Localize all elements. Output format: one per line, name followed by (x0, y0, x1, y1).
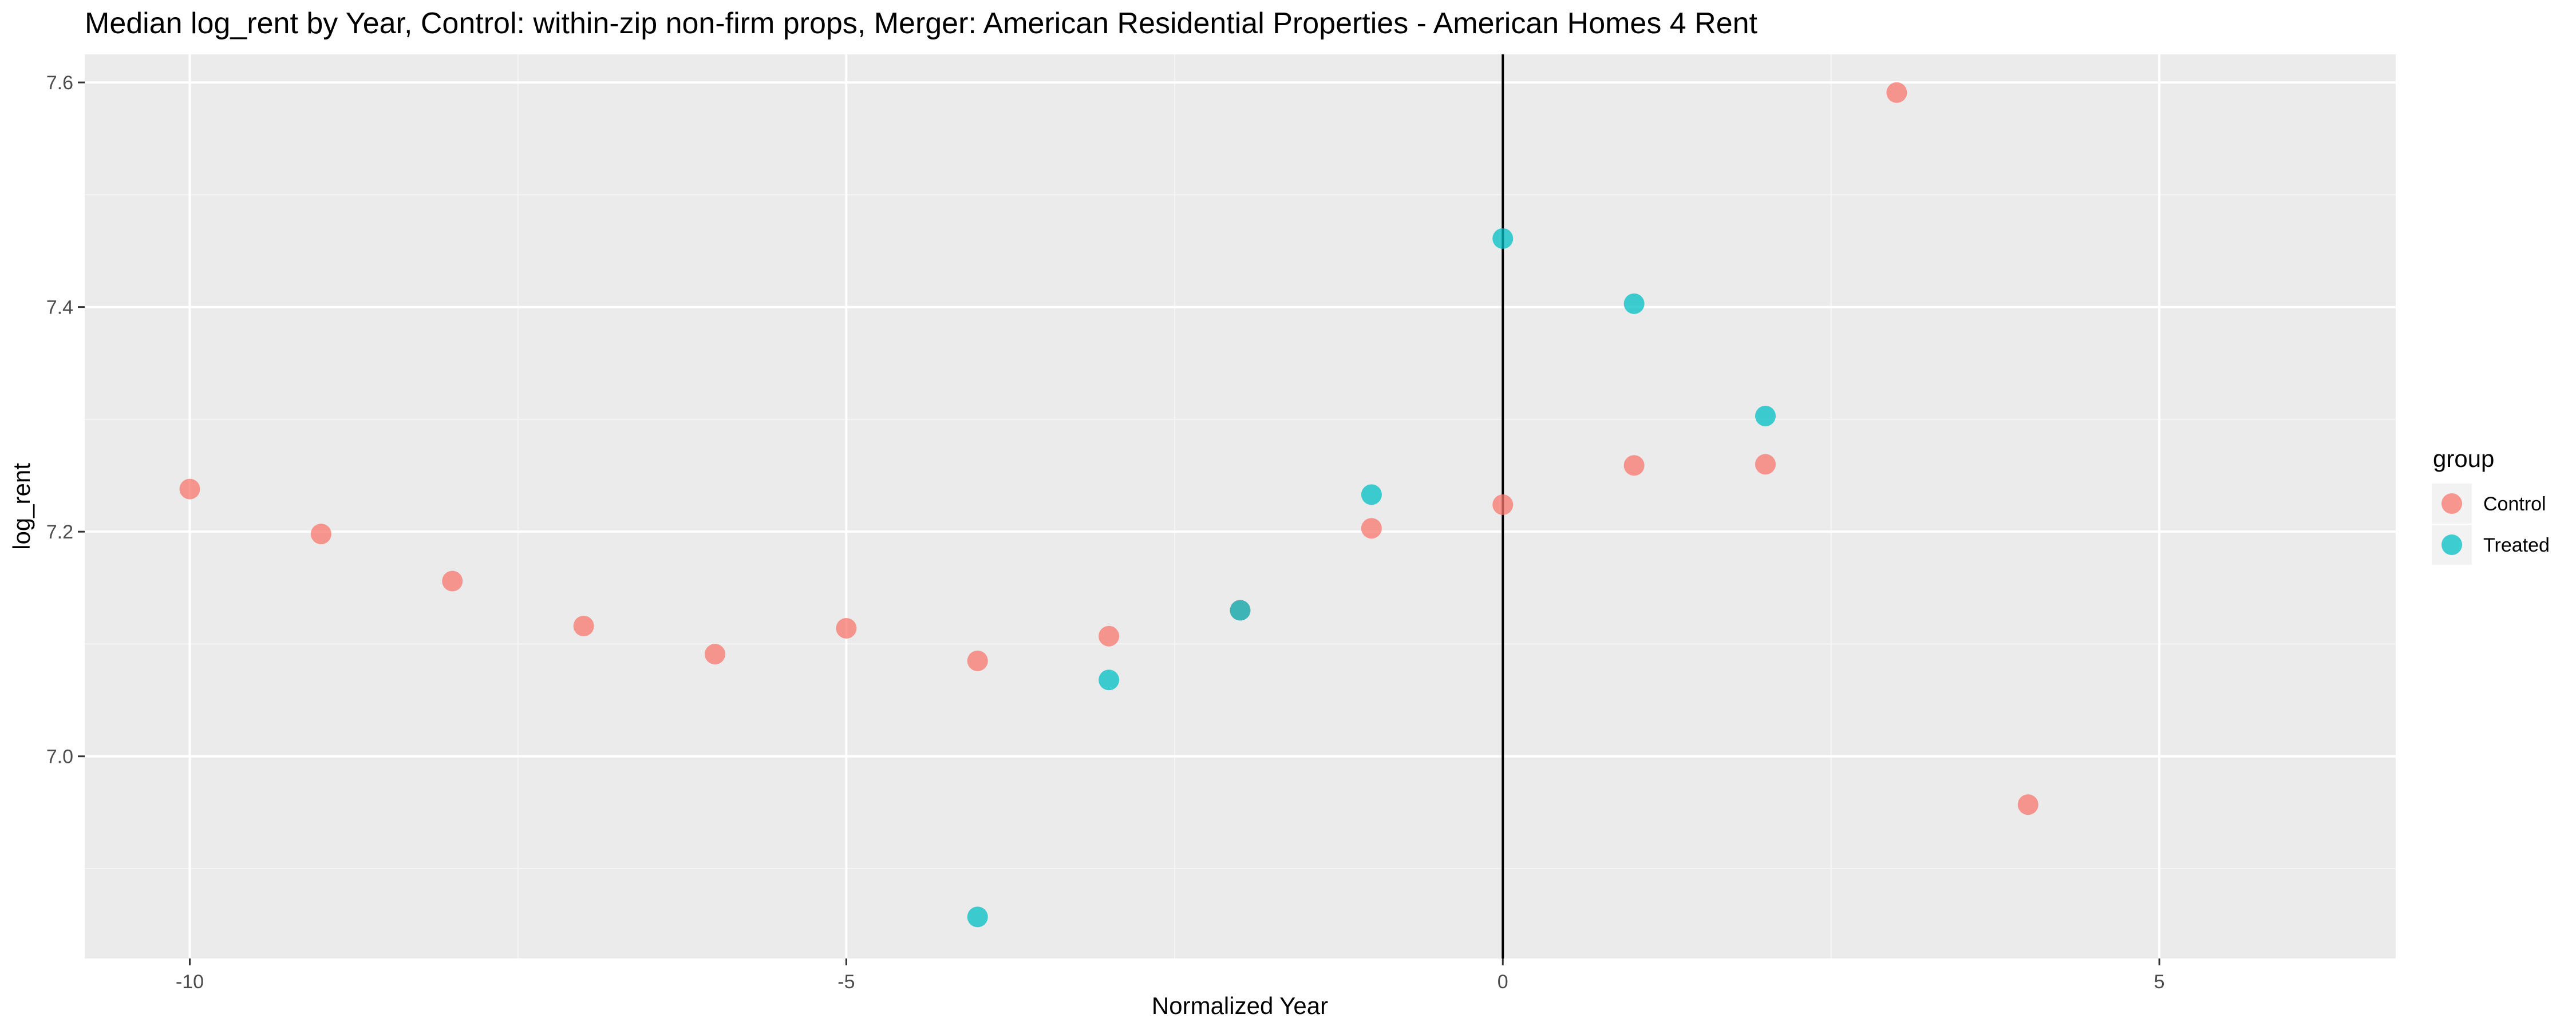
treated-point (1361, 484, 1382, 505)
control-point (442, 571, 463, 592)
control-point (573, 616, 594, 637)
y-tick-label: 7.6 (46, 72, 73, 94)
chart-title: Median log_rent by Year, Control: within… (85, 7, 1758, 40)
y-axis-ticks: 7.0 7.2 7.4 7.6 (46, 72, 85, 768)
control-point (1755, 454, 1776, 475)
treated-point (1755, 406, 1776, 426)
control-point (1492, 494, 1514, 516)
plot-panel (85, 54, 2396, 958)
legend-title: group (2433, 445, 2494, 472)
x-axis-title: Normalized Year (1152, 992, 1328, 1019)
y-axis-title: log_rent (8, 463, 35, 550)
control-point (179, 478, 200, 500)
control-point (967, 650, 988, 671)
legend: group Control Treated (2432, 445, 2550, 565)
legend-label-control: Control (2483, 493, 2546, 515)
x-tick-label: -5 (837, 971, 855, 993)
y-tick-label: 7.2 (46, 521, 73, 543)
legend-label-treated: Treated (2483, 534, 2550, 556)
y-tick-label: 7.4 (46, 297, 73, 319)
control-point (1099, 625, 1120, 647)
control-point (836, 617, 857, 639)
control-point (2017, 794, 2038, 815)
treated-point (1099, 670, 1120, 691)
x-axis-ticks: -10 -5 0 5 (176, 958, 2165, 993)
x-tick-label: 0 (1498, 971, 1508, 993)
legend-marker-treated (2441, 534, 2462, 555)
control-point (1361, 518, 1382, 539)
control-point (1886, 82, 1907, 103)
treated-point (967, 906, 988, 928)
y-tick-label: 7.0 (46, 746, 73, 768)
x-tick-label: 5 (2154, 971, 2165, 993)
treated-point (1230, 600, 1251, 621)
data-points (179, 82, 2038, 928)
legend-marker-control (2441, 493, 2462, 514)
treated-point (1492, 228, 1514, 249)
legend-items: Control Treated (2432, 484, 2550, 565)
control-point (310, 524, 331, 545)
control-point (1623, 455, 1645, 476)
control-point (705, 644, 725, 665)
grid-minor (85, 54, 2396, 958)
grid-major (85, 54, 2396, 958)
treated-point (1623, 293, 1645, 314)
x-tick-label: -10 (176, 971, 204, 993)
